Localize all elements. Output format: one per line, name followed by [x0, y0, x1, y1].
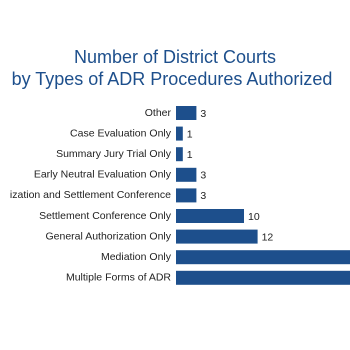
- bar: [176, 270, 350, 285]
- category-label: Other: [145, 107, 172, 119]
- category-label: Mediation Only: [101, 251, 172, 263]
- bar: [176, 147, 183, 162]
- value-label: 10: [248, 211, 260, 223]
- bar: [176, 209, 244, 223]
- value-label: 3: [200, 108, 206, 120]
- category-label: Early Neutral Evaluation Only: [34, 169, 172, 181]
- value-label: 1: [187, 149, 193, 161]
- category-label: General Authorization Only: [46, 230, 172, 242]
- bar: [176, 250, 350, 265]
- value-label: 12: [262, 231, 274, 243]
- category-label: Settlement Conference Only: [39, 210, 172, 222]
- bar: [176, 188, 197, 203]
- category-label: Case Evaluation Only: [70, 127, 172, 139]
- category-label: ization and Settlement Conference: [10, 189, 171, 201]
- bar: [176, 126, 183, 141]
- value-label: 3: [200, 190, 206, 202]
- bar: [176, 167, 197, 182]
- chart-title: by Types of ADR Procedures Authorized: [12, 69, 333, 89]
- category-label: Summary Jury Trial Only: [56, 148, 172, 160]
- chart-title: Number of District Courts: [74, 47, 276, 67]
- category-label: Multiple Forms of ADR: [66, 272, 171, 284]
- value-label: 3: [200, 170, 206, 182]
- value-label: 1: [187, 128, 193, 140]
- bar: [176, 106, 197, 120]
- bar: [176, 229, 258, 244]
